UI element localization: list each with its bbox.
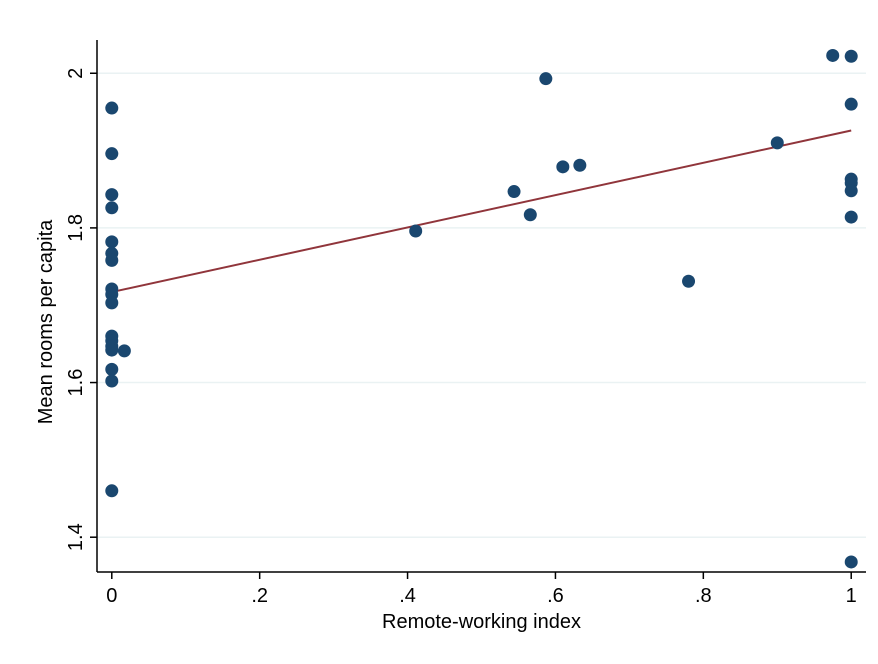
x-tick-label-4: .8 [695,585,712,607]
data-point-6 [105,253,119,267]
axes [96,40,866,573]
x-tick-label-2: .4 [399,585,416,607]
y-axis-title: Mean rooms per capita [35,219,57,424]
x-tick-label-0: 0 [106,585,117,607]
data-point-24 [682,274,696,288]
y-tick-label-2: 1.8 [65,214,87,242]
data-point-1 [105,147,119,161]
data-point-3 [105,201,119,215]
data-point-17 [117,344,131,358]
data-point-25 [770,136,784,150]
x-axis-title: Remote-working index [382,611,581,633]
x-tick-label-1: .2 [251,585,268,607]
data-point-13 [105,343,119,357]
data-point-18 [409,224,423,238]
data-point-26 [826,48,840,62]
data-point-32 [844,210,858,224]
data-point-22 [556,160,570,174]
fit-line-group [111,129,852,294]
data-point-21 [539,72,553,86]
data-point-33 [844,555,858,569]
data-point-27 [844,49,858,63]
data-point-20 [523,208,537,222]
data-point-2 [105,188,119,202]
data-points [105,48,858,569]
data-point-19 [507,185,521,199]
data-point-4 [105,235,119,249]
data-point-31 [844,184,858,198]
y-axis-ticks: 1.4 1.6 1.8 2 [65,68,97,551]
x-axis-ticks: 0 .2 .4 .6 .8 1 [106,572,857,607]
y-tick-label-0: 1.4 [65,523,87,551]
data-point-16 [105,484,119,498]
data-point-23 [573,158,587,172]
data-point-9 [105,296,119,310]
x-tick-label-3: .6 [547,585,564,607]
data-point-0 [105,101,119,115]
y-tick-label-1: 1.6 [65,369,87,397]
y-tick-label-3: 2 [65,68,87,79]
fit-line [111,129,852,294]
data-point-14 [105,362,119,376]
grid-lines [97,72,866,538]
x-tick-label-5: 1 [846,585,857,607]
data-point-15 [105,374,119,388]
data-point-28 [844,97,858,111]
